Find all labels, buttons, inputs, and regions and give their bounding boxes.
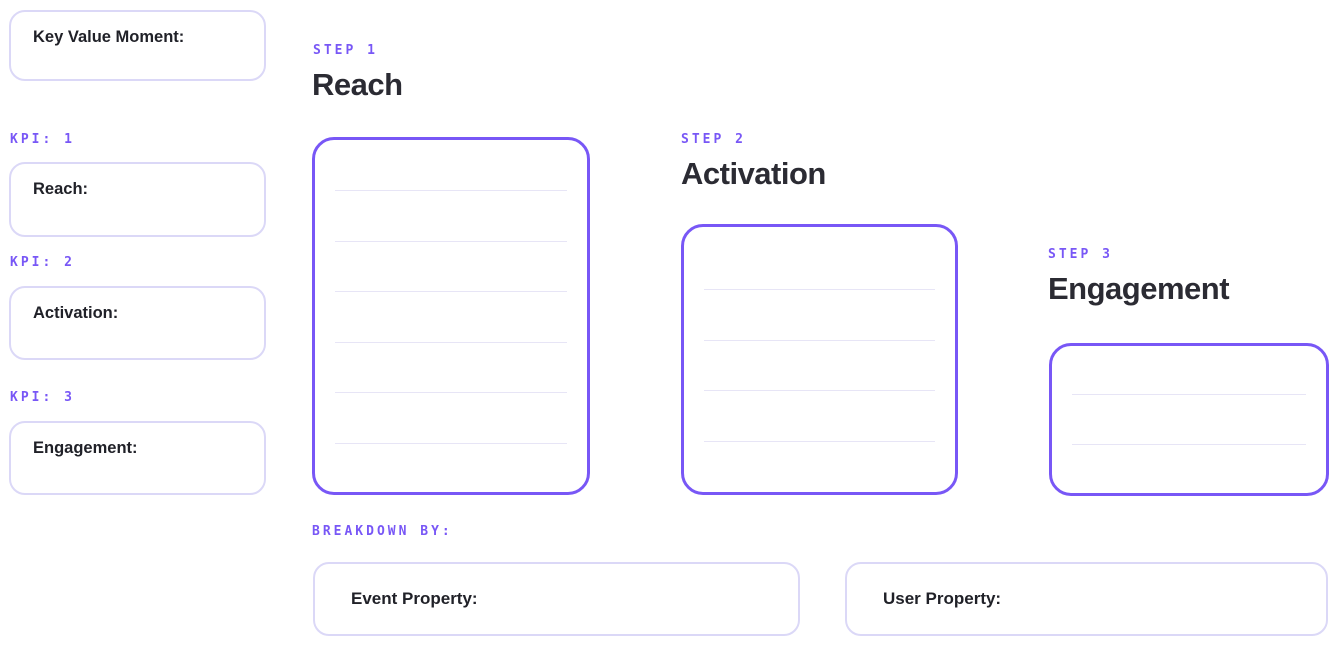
note-line — [335, 392, 567, 393]
step-1-reach-note-box[interactable] — [312, 137, 590, 495]
kpi-1-label: KPI: 1 — [10, 132, 75, 147]
note-line — [335, 240, 567, 242]
user-property-label: User Property: — [883, 589, 1002, 608]
key-value-moment-label: Key Value Moment: — [33, 28, 185, 46]
step-3-heading: Engagement — [1048, 271, 1230, 306]
note-line — [1072, 444, 1306, 445]
key-value-moment-box[interactable]: Key Value Moment: — [9, 10, 266, 81]
breakdown-by-label: BREAKDOWN BY: — [312, 524, 453, 539]
note-line — [335, 291, 567, 292]
note-line — [704, 289, 935, 290]
kpi-1-box-label: Reach: — [33, 180, 89, 198]
step-1-heading: Reach — [312, 67, 403, 102]
note-line — [704, 339, 935, 341]
kpi-1-reach-box[interactable]: Reach: — [9, 162, 266, 237]
note-line — [335, 341, 567, 343]
step-3-engagement-note-box[interactable] — [1049, 343, 1329, 496]
kpi-2-label: KPI: 2 — [10, 255, 75, 270]
step-2-heading: Activation — [681, 156, 826, 191]
step-1-label: STEP 1 — [313, 43, 378, 58]
kpi-3-label: KPI: 3 — [10, 390, 75, 405]
event-property-label: Event Property: — [351, 589, 478, 608]
step-2-label: STEP 2 — [681, 132, 746, 147]
kpi-3-engagement-box[interactable]: Engagement: — [9, 421, 266, 495]
kpi-2-box-label: Activation: — [33, 304, 119, 322]
note-line — [704, 390, 935, 391]
note-line — [335, 190, 567, 191]
note-line — [704, 440, 935, 442]
step-3-label: STEP 3 — [1048, 247, 1113, 262]
kpi-2-activation-box[interactable]: Activation: — [9, 286, 266, 360]
kpi-3-box-label: Engagement: — [33, 439, 138, 457]
step-2-activation-note-box[interactable] — [681, 224, 958, 495]
event-property-box[interactable]: Event Property: — [313, 562, 800, 636]
user-property-box[interactable]: User Property: — [845, 562, 1328, 636]
note-line — [335, 442, 567, 444]
note-line — [1072, 394, 1306, 395]
